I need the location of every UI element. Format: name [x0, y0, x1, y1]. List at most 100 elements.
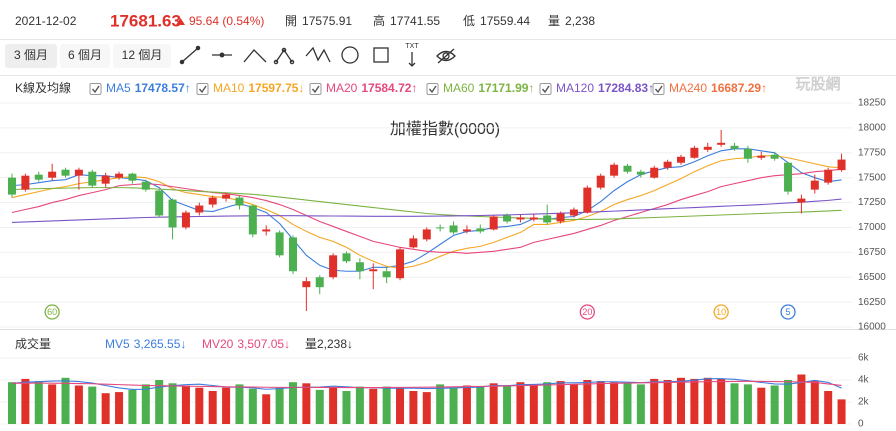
panel-label: 成交量 [15, 336, 51, 351]
legend-value: 17597.75↓ [248, 81, 304, 95]
tool-rect[interactable] [373, 47, 389, 63]
candle-body [128, 173, 137, 181]
candle-body [8, 177, 16, 195]
candle-body [302, 281, 311, 288]
tool-hline[interactable] [212, 52, 232, 58]
volume-bar [743, 384, 752, 424]
legend-name: MA5 [106, 81, 131, 95]
volume-bar [181, 385, 190, 424]
y-tick-label: 18000 [858, 123, 886, 134]
range-button[interactable]: 12 個月 [113, 44, 171, 68]
quote-label: 量 [548, 14, 560, 28]
candle-body [770, 154, 779, 159]
volume-bar [88, 386, 97, 424]
volume-bar [396, 387, 405, 424]
volume-bar [48, 384, 57, 424]
drawing-tools [179, 45, 456, 67]
candle-body [837, 159, 846, 171]
legend-item[interactable]: MA5 17478.57↑ [89, 81, 191, 95]
tool-abc[interactable] [273, 47, 295, 65]
candle-body [155, 190, 164, 216]
volume-bar [569, 384, 578, 424]
candle-body [48, 171, 57, 178]
period-marker-label: 20 [582, 307, 592, 317]
range-button[interactable]: 6 個月 [60, 44, 110, 68]
legend-value: 16687.29↑ [711, 81, 767, 95]
candle-body [369, 269, 378, 272]
candle-body [690, 147, 699, 158]
candle-body [275, 232, 284, 256]
candle-body [583, 187, 592, 213]
candle-body [208, 197, 217, 205]
candle-body [181, 212, 190, 228]
volume-bar [476, 386, 485, 424]
volume-bar [757, 387, 766, 424]
legend-item[interactable]: MA20 17584.72↑ [309, 81, 417, 95]
legend-checkbox [539, 83, 552, 95]
volume-bar [329, 387, 338, 424]
legend-name: MA20 [326, 81, 358, 95]
legend-checkbox [196, 83, 209, 95]
volume-bar [262, 394, 271, 424]
legend-checkbox [652, 83, 665, 95]
candle-body [784, 162, 793, 192]
volume-bar [275, 387, 284, 424]
candle-body [503, 215, 512, 222]
tool-hide[interactable] [436, 48, 456, 64]
volume-bar [596, 381, 605, 424]
volume-bar [516, 382, 525, 424]
legend-item[interactable]: MA120 17284.83↑ [539, 81, 654, 95]
legend-checkbox [309, 83, 322, 95]
ma-line [11, 148, 842, 272]
volume-bar [355, 386, 364, 424]
quote-value: 17559.44 [480, 14, 530, 28]
tool-line[interactable] [179, 45, 201, 65]
candle-body [462, 229, 471, 232]
legend-value: 17171.99↑ [478, 81, 534, 95]
candle-body [141, 181, 150, 190]
volume-bar [543, 382, 552, 424]
candle-body [743, 148, 752, 159]
tool-text[interactable] [408, 52, 416, 67]
y-tick-label: 0 [858, 419, 864, 430]
legend-name: MA240 [669, 81, 707, 95]
legend-name: MA120 [556, 81, 594, 95]
volume-bar [382, 386, 391, 424]
legend-check [541, 85, 550, 94]
candle-body [596, 175, 605, 188]
legend-item[interactable]: MA10 17597.75↓ [196, 81, 304, 95]
range-button[interactable]: 3 個月 [5, 44, 57, 68]
candle-body [342, 253, 351, 262]
tool-xabcd[interactable] [305, 46, 331, 63]
legend-name: MA60 [443, 81, 475, 95]
volume-bar [690, 378, 699, 424]
volume-bar [155, 380, 164, 424]
ma-line [11, 378, 842, 391]
volume-bar [797, 374, 806, 424]
legend-item[interactable]: MA240 16687.29↑ [652, 81, 767, 95]
legend-check [198, 85, 207, 94]
legend-text: MA20 17584.72↑ [326, 81, 417, 95]
legend-text: MV20 3,507.05↓ [202, 337, 290, 351]
volume-bar [8, 382, 16, 424]
period-marker [579, 304, 595, 320]
tool-circle[interactable] [341, 46, 359, 64]
candle-body [409, 238, 418, 248]
button-label: 12 個月 [122, 48, 163, 62]
volume-bar [302, 383, 311, 424]
candle-body [476, 228, 485, 232]
candle-body [489, 216, 498, 230]
button-bg [60, 44, 110, 68]
volume-bar [770, 385, 779, 424]
volume-bar [489, 383, 498, 424]
tool-angle[interactable] [243, 49, 267, 63]
legend-check [428, 85, 437, 94]
volume-bar [74, 385, 83, 424]
legend-item[interactable]: MA60 17171.99↑ [426, 81, 534, 95]
volume-bar [623, 383, 632, 424]
legend-text: MA240 16687.29↑ [669, 81, 767, 95]
candle-body [235, 197, 244, 206]
quote-item: 開 17575.91 [285, 14, 352, 28]
legend-checkbox [426, 83, 439, 95]
candle-body [810, 180, 819, 190]
